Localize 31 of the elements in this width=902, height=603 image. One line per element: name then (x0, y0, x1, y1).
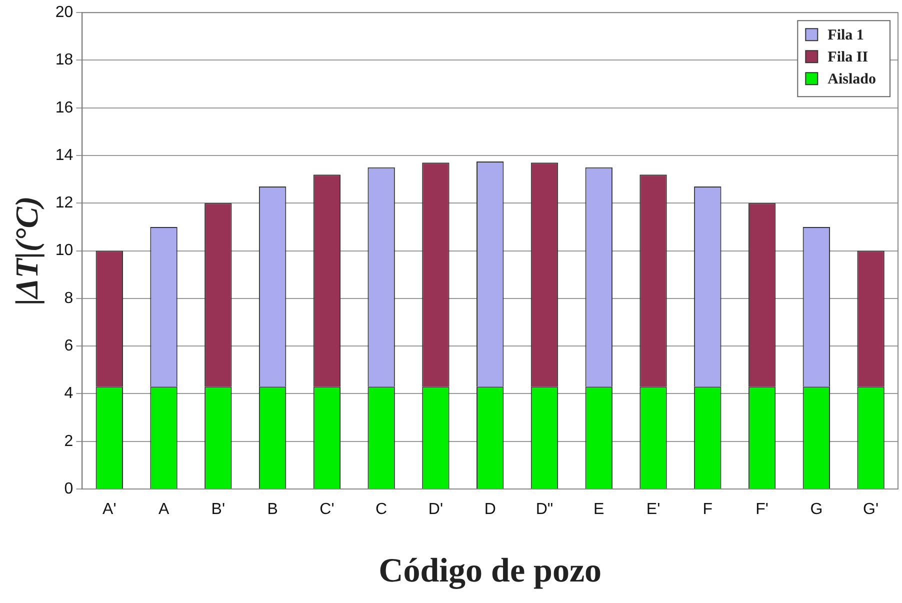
legend-label: Fila II (828, 49, 868, 66)
legend-label: Fila 1 (828, 27, 864, 44)
x-tick-label: E' (646, 501, 660, 518)
y-tick-label: 12 (55, 194, 74, 212)
y-axis-title: |ΔT|(°C) (8, 196, 44, 306)
y-tick-label: 2 (64, 432, 74, 450)
y-tick-label: 18 (55, 52, 74, 69)
x-tick-label: B' (211, 501, 226, 518)
y-tick-label: 0 (64, 480, 74, 498)
x-tick-label: B (267, 501, 278, 518)
y-tick-label: 8 (64, 290, 74, 307)
x-tick-label: D (484, 501, 496, 518)
x-tick-label: A (158, 501, 170, 518)
y-tick-label: 4 (64, 385, 74, 402)
x-tick-label: C (376, 501, 388, 518)
x-tick-label: D" (536, 501, 554, 518)
x-tick-label: E (594, 501, 604, 518)
x-tick-label: F (702, 501, 713, 518)
x-tick-label: F' (756, 501, 768, 518)
y-tick-label: 14 (55, 146, 74, 164)
x-tick-label: C' (320, 501, 334, 518)
y-tick-label: 6 (64, 337, 74, 354)
x-tick-label: A' (102, 501, 116, 518)
y-tick-label: 16 (55, 99, 74, 116)
y-tick-label: 20 (55, 4, 74, 22)
x-tick-label: G (810, 501, 823, 518)
x-tick-label: D' (428, 501, 444, 518)
y-tick-label: 10 (55, 242, 74, 260)
x-tick-label: G' (863, 501, 879, 518)
x-axis-title: Código de pozo (378, 552, 602, 590)
legend-label: Aislado (828, 71, 876, 88)
